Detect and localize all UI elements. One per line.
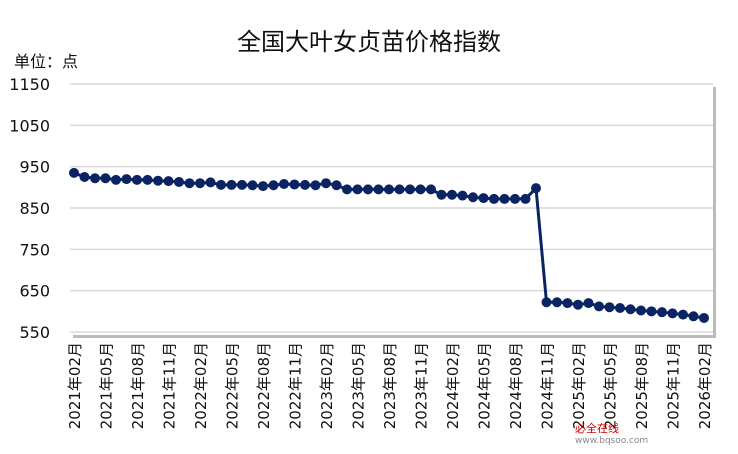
data-point xyxy=(289,179,300,190)
x-tick-label: 2025年08月 xyxy=(633,342,651,429)
y-tick-label: 550 xyxy=(19,323,50,342)
y-tick-label: 1050 xyxy=(9,116,50,135)
y-tick-label: 650 xyxy=(19,282,50,301)
data-point xyxy=(321,178,331,189)
data-point xyxy=(688,311,699,322)
data-point xyxy=(436,189,447,200)
data-point xyxy=(531,183,541,194)
x-tick-label: 2025年02月 xyxy=(570,342,588,429)
y-tick-label: 1150 xyxy=(9,75,50,94)
data-point xyxy=(79,172,90,182)
data-point xyxy=(69,167,79,178)
data-point xyxy=(342,184,352,195)
data-point xyxy=(405,184,415,195)
x-tick-label: 2022年11月 xyxy=(287,342,305,429)
data-point xyxy=(205,177,216,188)
x-tick-label: 2024年02月 xyxy=(444,342,462,429)
plot-area xyxy=(70,84,713,335)
x-tick-label: 2025年11月 xyxy=(665,342,683,429)
data-point xyxy=(142,174,153,185)
data-point xyxy=(247,180,258,191)
data-point xyxy=(510,193,520,204)
data-point xyxy=(363,184,373,195)
x-tick-label: 2026年02月 xyxy=(696,342,714,429)
x-tick-label: 2024年11月 xyxy=(539,342,557,429)
data-point xyxy=(520,193,531,204)
data-point xyxy=(163,176,174,187)
data-point xyxy=(499,193,510,204)
data-point xyxy=(132,174,142,185)
data-point xyxy=(426,184,436,195)
x-tick-label: 2023年11月 xyxy=(413,342,431,429)
chart-title: 全国大叶女贞苗价格指数 xyxy=(237,28,501,56)
data-point xyxy=(489,193,499,204)
data-point xyxy=(184,178,195,189)
x-tick-label: 2023年08月 xyxy=(381,342,399,429)
data-point xyxy=(541,297,552,308)
data-point xyxy=(153,175,163,186)
x-tick-label: 2024年05月 xyxy=(476,342,494,429)
data-point xyxy=(216,179,226,190)
data-point xyxy=(468,192,478,203)
x-tick-label: 2021年02月 xyxy=(66,342,84,429)
x-tick-label: 2021年05月 xyxy=(98,342,116,429)
data-point xyxy=(384,184,394,195)
data-point xyxy=(646,306,657,317)
data-point xyxy=(352,184,363,195)
data-point xyxy=(583,298,594,309)
x-tick-label: 2023年02月 xyxy=(318,342,336,429)
data-point xyxy=(300,179,310,190)
data-point xyxy=(457,190,468,201)
x-tick-label: 2022年05月 xyxy=(224,342,242,429)
data-point xyxy=(636,305,646,316)
data-point xyxy=(310,180,321,191)
data-point xyxy=(111,174,121,185)
y-tick-label: 850 xyxy=(19,199,50,218)
data-point xyxy=(90,173,100,184)
data-point xyxy=(594,301,604,312)
data-point xyxy=(699,312,709,323)
data-point xyxy=(174,176,184,187)
x-tick-label: 2022年02月 xyxy=(192,342,210,429)
data-point xyxy=(573,299,583,310)
data-point xyxy=(447,189,457,200)
data-point xyxy=(562,298,573,309)
data-point xyxy=(373,184,384,195)
data-point xyxy=(268,180,279,191)
data-point xyxy=(552,297,562,308)
data-point xyxy=(237,179,247,190)
x-tick-label: 2024年08月 xyxy=(507,342,525,429)
data-point xyxy=(121,174,132,185)
y-tick-label: 750 xyxy=(19,240,50,259)
data-point xyxy=(657,307,667,318)
data-point xyxy=(604,302,615,313)
data-point xyxy=(258,181,268,192)
x-tick-label: 2025年05月 xyxy=(602,342,620,429)
data-point xyxy=(678,309,688,320)
data-point xyxy=(625,304,636,315)
data-point xyxy=(226,179,237,190)
data-point xyxy=(279,179,289,190)
data-point xyxy=(415,184,426,195)
data-point xyxy=(394,184,405,195)
data-point xyxy=(478,193,489,204)
x-tick-label: 2022年08月 xyxy=(255,342,273,429)
x-tick-label: 2021年11月 xyxy=(161,342,179,429)
x-tick-label: 2021年08月 xyxy=(129,342,147,429)
y-tick-label: 950 xyxy=(19,158,50,177)
y-axis-unit: 单位：点 xyxy=(14,52,79,71)
data-point xyxy=(331,180,342,191)
data-point xyxy=(195,178,205,189)
data-point xyxy=(667,308,678,319)
watermark-logo: 必全在线 www.bqsoo.com xyxy=(575,422,649,446)
data-point xyxy=(100,173,111,184)
x-tick-label: 2023年05月 xyxy=(350,342,368,429)
data-point xyxy=(615,303,625,314)
